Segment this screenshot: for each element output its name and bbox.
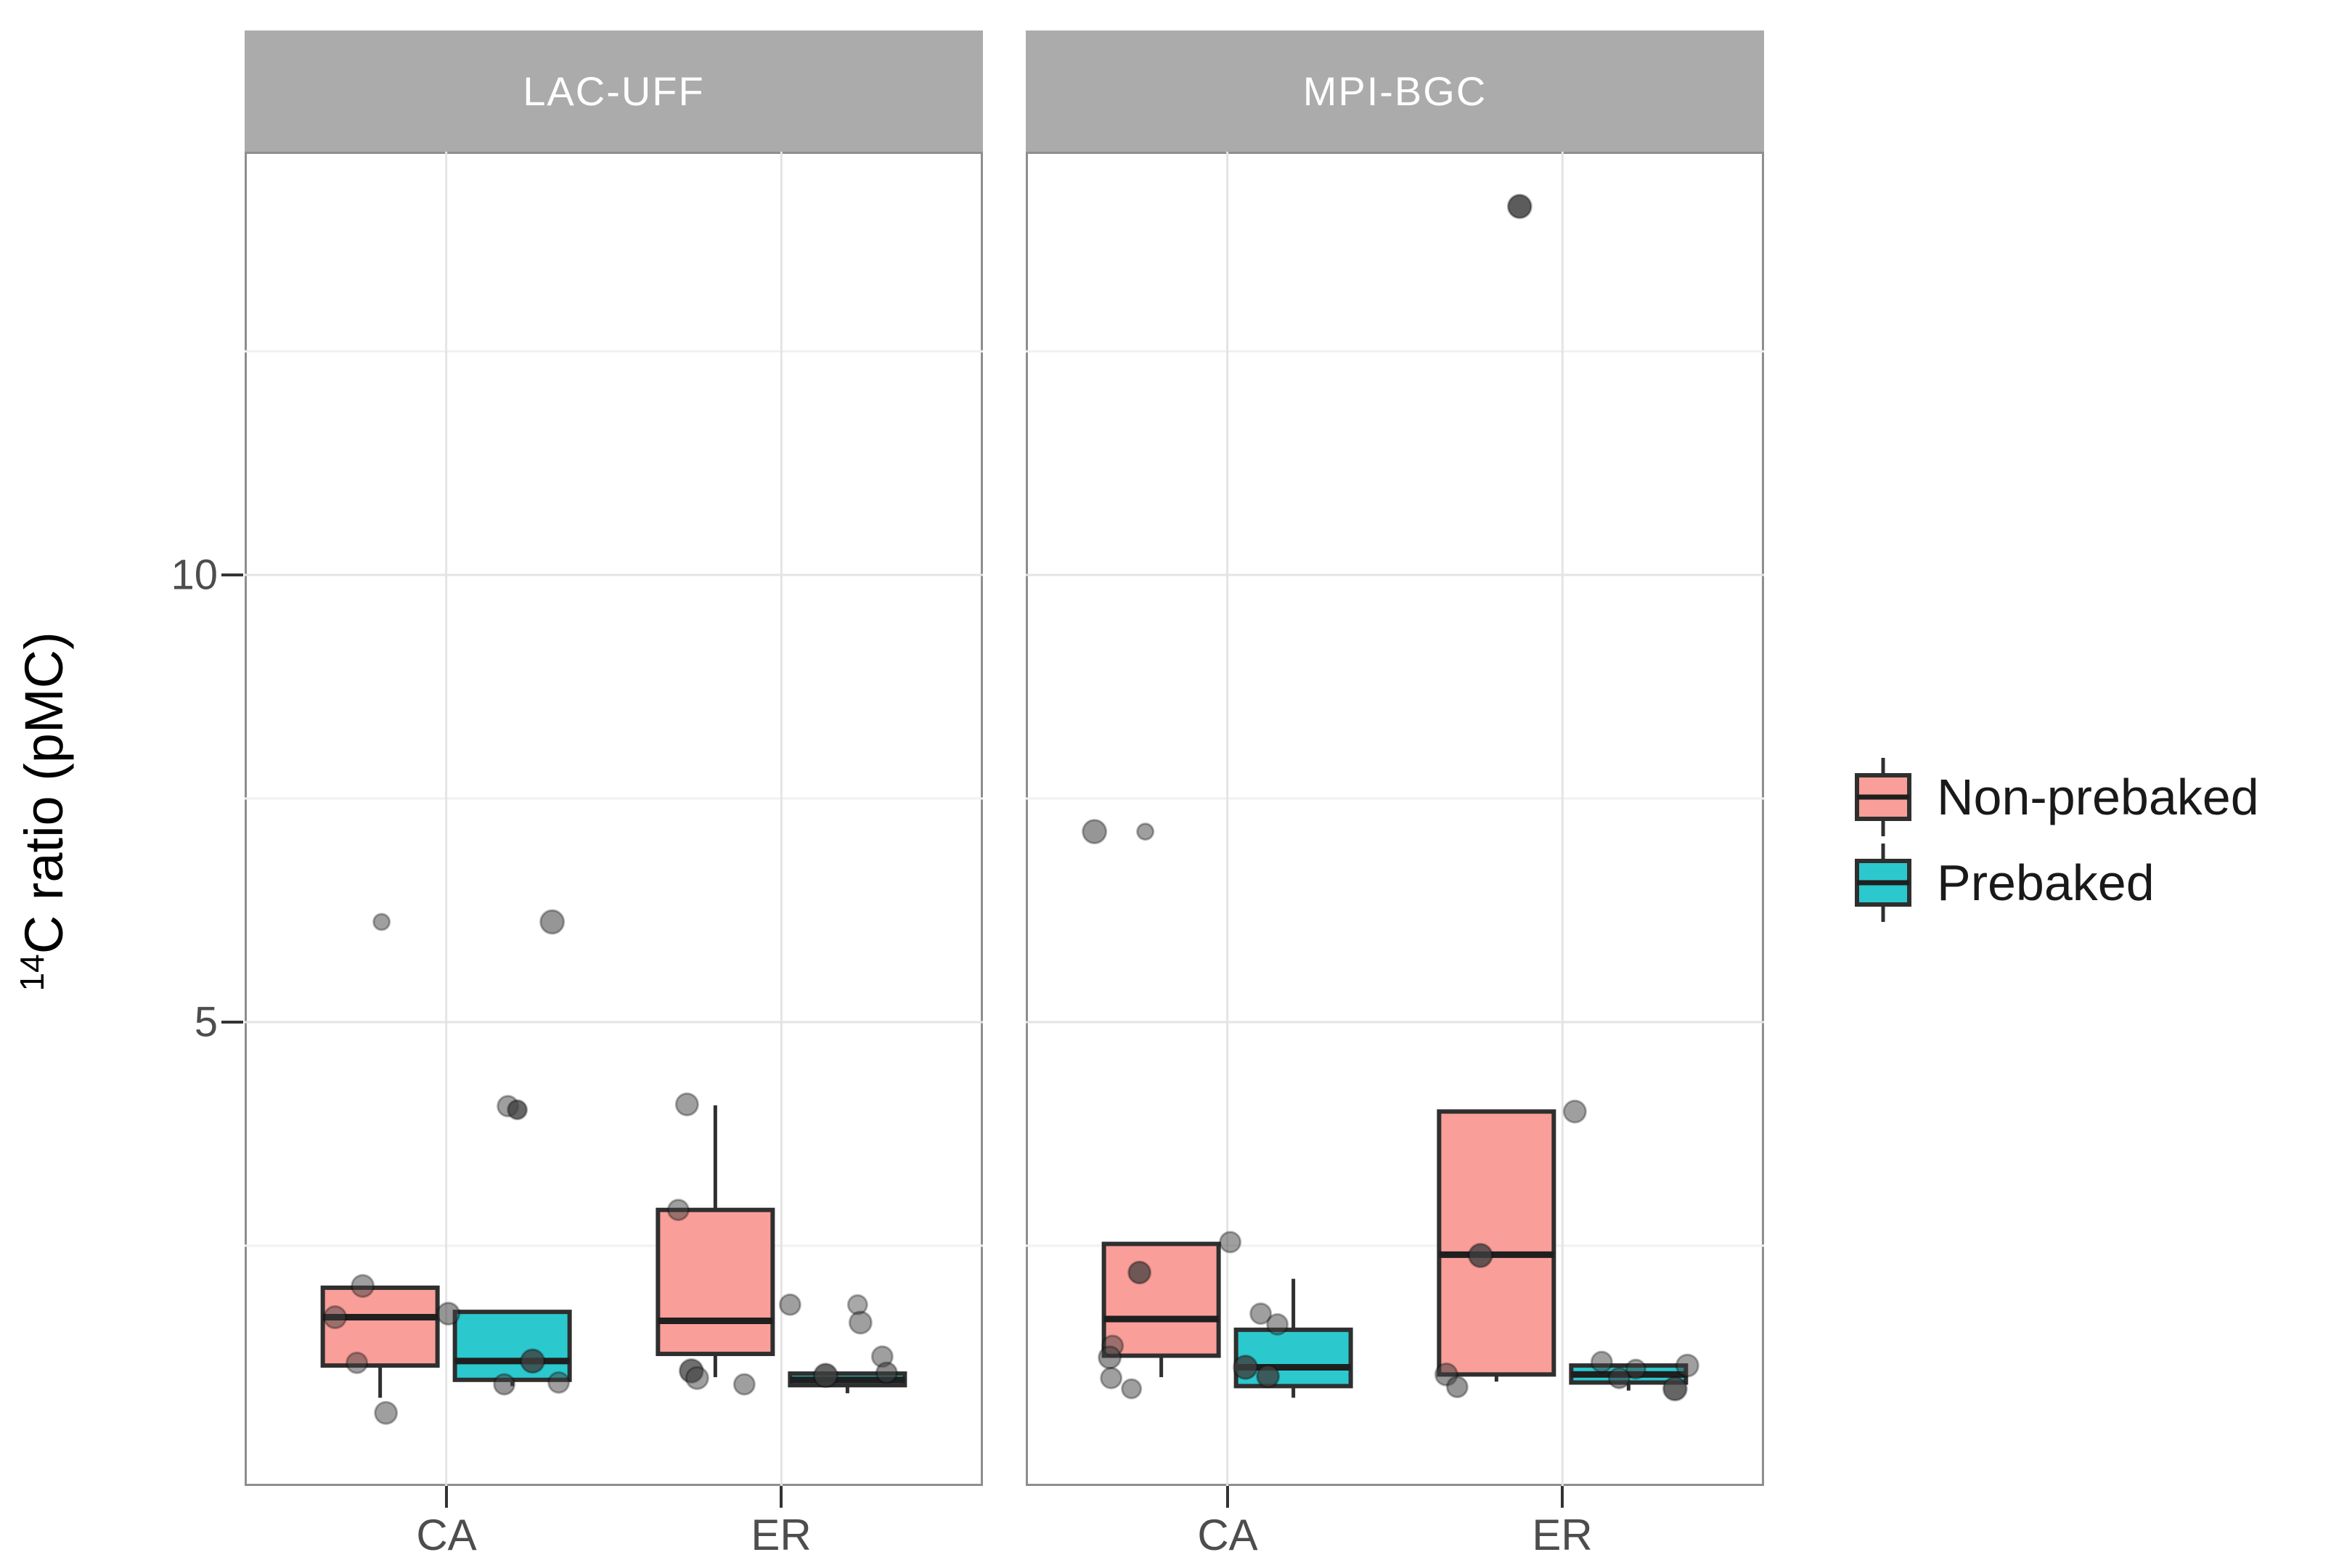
- legend-item-non-prebaked: Non-prebaked: [1850, 756, 2259, 838]
- facet-strip-label: MPI-BGC: [1302, 68, 1487, 114]
- data-point: [374, 1400, 399, 1425]
- y-tick-mark-10: [221, 573, 243, 576]
- x-tick-mark-er-right: [1561, 1486, 1564, 1508]
- x-tick-label-ca-right: CA: [1197, 1511, 1258, 1559]
- y-axis-title: 14C ratio (pMC): [12, 303, 75, 1320]
- data-point: [539, 909, 566, 935]
- data-point: [1625, 1358, 1646, 1380]
- data-point: [372, 912, 391, 931]
- x-tick-label-er-left: ER: [751, 1511, 812, 1559]
- legend-item-prebaked: Prebaked: [1850, 842, 2259, 923]
- legend-key-non-prebaked-boxplot-icon: [1855, 758, 1911, 836]
- data-point: [848, 1310, 873, 1335]
- x-tick-mark-ca-right: [1226, 1486, 1229, 1508]
- legend-label-non-prebaked: Non-prebaked: [1937, 769, 2259, 825]
- data-point: [732, 1373, 756, 1396]
- panel-canvas: [245, 152, 983, 1486]
- y-axis-title-text: C ratio (pMC): [13, 632, 74, 955]
- box-er-non-prebaked: [656, 1207, 775, 1357]
- data-point: [1136, 822, 1155, 841]
- data-point: [1127, 1260, 1152, 1285]
- legend-label-prebaked: Prebaked: [1937, 854, 2155, 911]
- data-point: [1121, 1378, 1143, 1400]
- facet-strip-mpi-bgc: MPI-BGC: [1026, 30, 1764, 152]
- x-tick-mark-ca-left: [445, 1486, 448, 1508]
- box-ca-non-prebaked: [320, 1285, 440, 1368]
- data-point: [1249, 1302, 1273, 1326]
- data-point: [493, 1373, 516, 1396]
- x-tick-label-ca-left: CA: [416, 1511, 477, 1559]
- data-point: [674, 1092, 699, 1116]
- box-ca-non-prebaked: [1101, 1241, 1221, 1358]
- data-point: [1256, 1364, 1281, 1389]
- legend-key-prebaked-boxplot-icon: [1855, 844, 1911, 922]
- panel-canvas: [1026, 152, 1764, 1486]
- data-point: [875, 1361, 898, 1384]
- box-ca-prebaked: [1233, 1327, 1353, 1389]
- data-point: [1662, 1376, 1688, 1402]
- data-point: [1098, 1345, 1122, 1370]
- facet-strip-lac-uff: LAC-UFF: [245, 30, 983, 152]
- y-tick-mark-5: [221, 1021, 243, 1024]
- legend: Non-prebaked Prebaked: [1850, 756, 2259, 923]
- data-point: [1607, 1366, 1630, 1389]
- x-tick-mark-er-left: [780, 1486, 783, 1508]
- data-point: [1562, 1099, 1587, 1124]
- data-point: [346, 1351, 369, 1374]
- data-point: [520, 1348, 546, 1374]
- facet-panel-mpi-bgc: [1026, 152, 1764, 1486]
- data-point: [351, 1273, 375, 1298]
- data-point: [1467, 1243, 1493, 1269]
- data-point: [507, 1099, 528, 1121]
- data-point: [436, 1302, 461, 1326]
- data-point: [666, 1199, 690, 1222]
- data-point: [1233, 1355, 1259, 1381]
- data-point: [685, 1365, 709, 1390]
- box-er-non-prebaked: [1437, 1109, 1556, 1377]
- data-point: [1100, 1366, 1123, 1389]
- facet-strip-label: LAC-UFF: [523, 68, 705, 114]
- x-tick-label-er-right: ER: [1532, 1511, 1593, 1559]
- y-tick-label-10: 10: [171, 551, 218, 599]
- y-tick-label-5: 5: [194, 998, 218, 1046]
- data-point: [1506, 193, 1532, 219]
- y-axis-title-isotope: 14: [13, 954, 52, 992]
- data-point: [323, 1305, 348, 1330]
- facet-panel-lac-uff: [245, 152, 983, 1486]
- data-point: [547, 1371, 571, 1394]
- box-ca-prebaked: [452, 1310, 572, 1382]
- data-point: [1445, 1376, 1469, 1399]
- data-point: [1219, 1230, 1242, 1254]
- data-point: [1590, 1350, 1613, 1373]
- data-point: [778, 1293, 801, 1316]
- data-point: [1266, 1312, 1289, 1336]
- data-point: [1082, 819, 1108, 845]
- data-point: [1675, 1353, 1699, 1378]
- data-point: [812, 1363, 838, 1389]
